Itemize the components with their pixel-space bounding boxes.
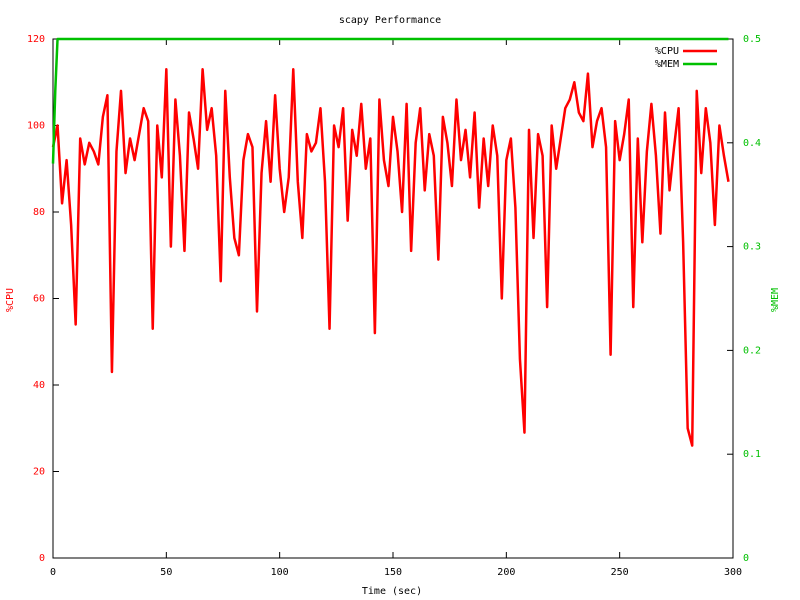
y2-axis-label: %MEM — [770, 288, 781, 312]
y-tick-label: 0 — [39, 553, 45, 564]
x-tick-label: 200 — [497, 567, 515, 578]
legend-label: %MEM — [655, 59, 679, 70]
legend-label: %CPU — [655, 46, 679, 57]
x-tick-label: 50 — [160, 567, 172, 578]
x-tick-label: 0 — [50, 567, 56, 578]
y-tick-label: 60 — [33, 294, 45, 305]
x-axis-label: Time (sec) — [362, 586, 422, 597]
data-line — [51, 37, 729, 164]
chart-title: scapy Performance — [339, 15, 441, 26]
x-tick-label: 100 — [271, 567, 289, 578]
y2-tick-label: 0.1 — [743, 449, 761, 460]
y2-tick-label: 0.3 — [743, 242, 761, 253]
y-tick-label: 100 — [27, 121, 45, 132]
y-tick-label: 80 — [33, 207, 45, 218]
x-tick-label: 150 — [384, 567, 402, 578]
y-tick-label: 40 — [33, 380, 45, 391]
y-axis-label: %CPU — [5, 288, 16, 312]
y2-tick-label: 0.2 — [743, 345, 761, 356]
x-tick-label: 250 — [611, 567, 629, 578]
y-tick-label: 120 — [27, 34, 45, 45]
data-line — [51, 68, 730, 447]
y2-tick-label: 0.5 — [743, 34, 761, 45]
y2-tick-label: 0.4 — [743, 138, 761, 149]
y-tick-label: 20 — [33, 467, 45, 478]
y2-tick-label: 0 — [743, 553, 749, 564]
x-tick-label: 300 — [724, 567, 742, 578]
